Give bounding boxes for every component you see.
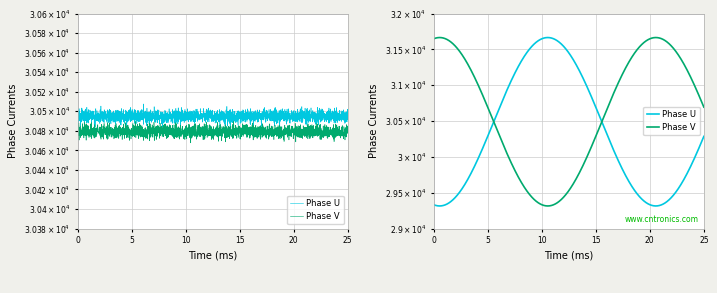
Phase V xyxy=(457,52,466,56)
Phase V xyxy=(615,78,624,81)
Phase V xyxy=(549,203,558,207)
Phase U xyxy=(189,115,197,118)
Phase U xyxy=(640,200,649,204)
X-axis label: Time (ms): Time (ms) xyxy=(188,251,237,261)
Phase V xyxy=(640,40,649,44)
Phase V xyxy=(309,129,318,132)
Phase U xyxy=(700,134,708,138)
Phase V xyxy=(543,204,552,208)
Line: Phase U: Phase U xyxy=(77,104,348,129)
X-axis label: Time (ms): Time (ms) xyxy=(544,251,594,261)
Phase V xyxy=(120,133,129,137)
Legend: Phase U, Phase V: Phase U, Phase V xyxy=(287,195,343,224)
Line: Phase V: Phase V xyxy=(434,38,704,206)
Phase U xyxy=(139,102,148,106)
Phase U xyxy=(221,127,229,131)
Text: www.cntronics.com: www.cntronics.com xyxy=(625,215,698,224)
Phase V xyxy=(131,120,140,123)
Phase U xyxy=(429,203,438,207)
Phase V xyxy=(338,124,347,128)
Phase U xyxy=(435,204,444,208)
Phase V xyxy=(177,132,186,136)
Phase U xyxy=(120,122,129,125)
Phase U xyxy=(104,111,113,115)
Phase V xyxy=(343,129,352,133)
Phase V xyxy=(429,37,438,40)
Phase U xyxy=(543,36,552,39)
Phase V xyxy=(186,141,195,145)
Phase U xyxy=(177,106,186,109)
Phase V xyxy=(189,126,197,129)
Phase U xyxy=(457,188,466,191)
Phase V xyxy=(73,132,82,135)
Phase V xyxy=(104,131,113,134)
Phase U xyxy=(549,37,558,40)
Line: Phase V: Phase V xyxy=(77,121,348,143)
Phase V xyxy=(700,105,708,109)
Phase U xyxy=(309,112,318,116)
Phase U xyxy=(645,203,654,207)
Y-axis label: Phase Currents: Phase Currents xyxy=(369,84,379,158)
Legend: Phase U, Phase V: Phase U, Phase V xyxy=(643,107,700,135)
Phase U xyxy=(73,118,82,122)
Phase U xyxy=(343,120,352,123)
Phase U xyxy=(338,118,347,121)
Phase V xyxy=(645,37,654,41)
Phase U xyxy=(539,37,548,40)
Phase V xyxy=(435,36,444,39)
Phase U xyxy=(615,162,624,166)
Line: Phase U: Phase U xyxy=(434,38,704,206)
Y-axis label: Phase Currents: Phase Currents xyxy=(9,84,19,158)
Phase V xyxy=(539,203,548,207)
